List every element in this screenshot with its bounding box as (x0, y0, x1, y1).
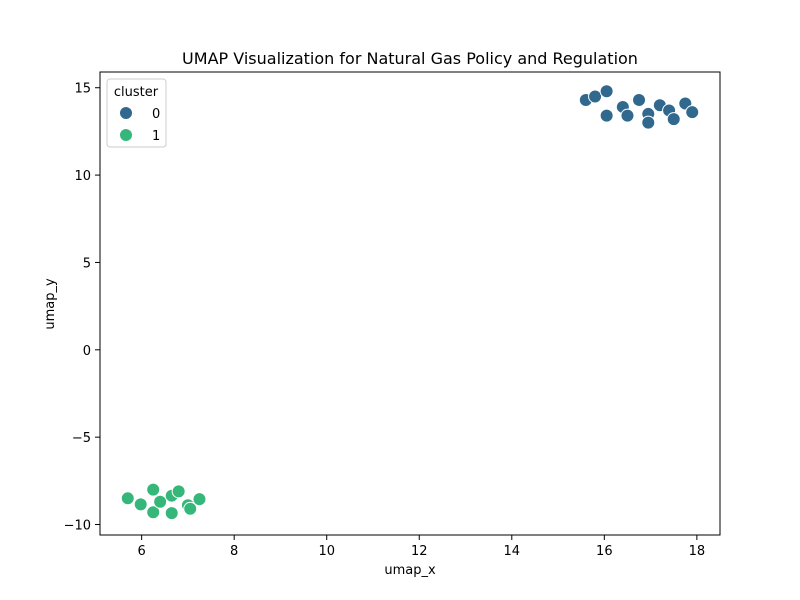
data-point (599, 108, 614, 123)
legend-marker (119, 128, 133, 142)
plot-background (100, 72, 720, 535)
y-axis-label: umap_y (43, 278, 58, 330)
x-axis-label: umap_x (384, 563, 436, 578)
legend-entry-label: 0 (152, 107, 160, 122)
data-point (164, 506, 179, 521)
x-tick-label: 12 (411, 544, 428, 559)
x-tick-label: 18 (689, 544, 706, 559)
legend: cluster 0 1 (106, 78, 167, 148)
data-point (133, 497, 148, 512)
data-point (171, 484, 186, 499)
data-point (666, 112, 681, 127)
chart-title: UMAP Visualization for Natural Gas Polic… (182, 49, 638, 68)
axes-frame (99, 71, 721, 536)
data-point (632, 92, 647, 107)
x-tick-label: 16 (596, 544, 613, 559)
y-tick-label: 10 (74, 169, 91, 184)
data-point (146, 505, 161, 520)
y-tick-label: 0 (83, 344, 91, 359)
data-point (192, 492, 207, 507)
y-tick-label: 5 (83, 256, 91, 271)
y-tick-label: 15 (74, 82, 91, 97)
legend-entry-label: 1 (152, 129, 160, 144)
series-cluster-1 (120, 482, 207, 521)
x-tick-label: 10 (318, 544, 335, 559)
y-tick-label: −5 (72, 431, 91, 446)
data-point (183, 501, 198, 516)
legend-marker (119, 106, 133, 120)
data-point (685, 105, 700, 120)
data-point (599, 84, 614, 99)
x-tick-label: 8 (230, 544, 238, 559)
x-tick-label: 6 (138, 544, 146, 559)
series-cluster-0 (578, 84, 700, 130)
data-point (146, 482, 161, 497)
data-point (120, 491, 135, 506)
x-tick-label: 14 (504, 544, 521, 559)
data-point (620, 108, 635, 123)
data-point (153, 494, 168, 509)
data-point (588, 89, 603, 104)
legend-title: cluster (114, 85, 159, 100)
y-tick-label: −10 (64, 519, 91, 534)
data-point (641, 115, 656, 130)
